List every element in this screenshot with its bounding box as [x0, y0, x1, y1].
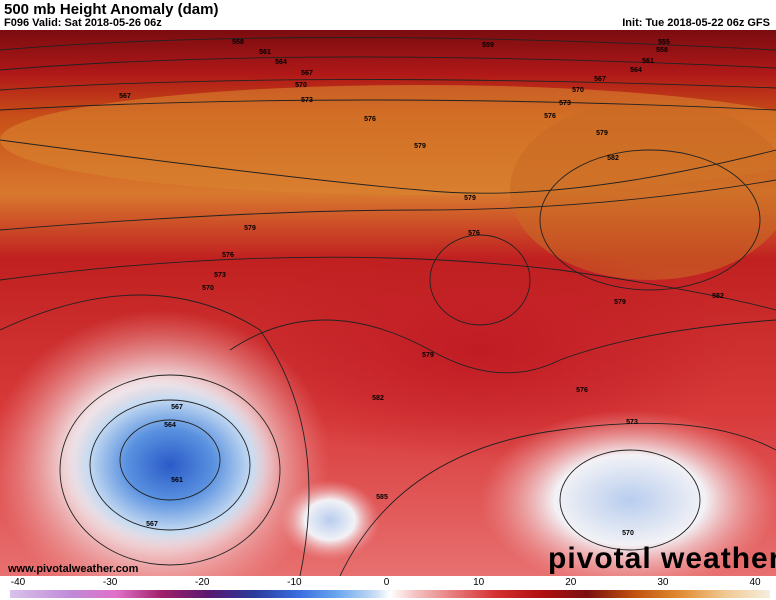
contour-label: 573 — [214, 272, 226, 279]
colorbar-tick: -30 — [102, 577, 118, 588]
colorbar-tick: 20 — [565, 577, 577, 588]
map-title: 500 mb Height Anomaly (dam) — [4, 1, 219, 18]
contour-label: 564 — [275, 59, 287, 66]
valid-time: F096 Valid: Sat 2018-05-26 06z — [4, 17, 162, 29]
contour-label: 561 — [171, 477, 183, 484]
colorbar-tick: 0 — [383, 577, 390, 588]
colorbar-tick: -40 — [10, 577, 26, 588]
contour-label: 573 — [626, 419, 638, 426]
contour-label: 579 — [422, 352, 434, 359]
colorbar-tick: 10 — [473, 577, 485, 588]
contour-label: 570 — [295, 82, 307, 89]
contour-label: 582 — [712, 293, 724, 300]
contour-label: 582 — [372, 395, 384, 402]
contour-label: 573 — [301, 97, 313, 104]
contour-label: 579 — [596, 130, 608, 137]
contour-label: 567 — [301, 70, 313, 77]
colorbar-tick: -10 — [287, 577, 302, 588]
contour-label: 579 — [414, 143, 426, 150]
contour-label: 567 — [594, 76, 606, 83]
contour-label: 579 — [614, 299, 626, 306]
contour-label: 559 — [482, 42, 494, 49]
colorbar-tick: 30 — [657, 577, 669, 588]
contour-label: 570 — [202, 285, 214, 292]
contour-label: 576 — [468, 230, 480, 237]
contour-label: 573 — [559, 100, 571, 107]
contour-label: 561 — [642, 58, 654, 65]
contour-label: 570 — [572, 87, 584, 94]
contour-label: 570 — [622, 530, 634, 537]
contour-label: 585 — [376, 494, 388, 501]
colorbar-tick: -20 — [195, 577, 210, 588]
contour-label: 576 — [364, 116, 376, 123]
watermark: www.pivotalweather.com — [7, 563, 139, 575]
init-time: Init: Tue 2018-05-22 06z GFS — [622, 17, 770, 29]
contour-label: 564 — [164, 422, 176, 429]
contour-label: 582 — [607, 155, 619, 162]
contour-label: 567 — [171, 404, 183, 411]
contour-label: 564 — [630, 67, 642, 74]
contour-label: 576 — [576, 387, 588, 394]
contour-label: 579 — [244, 225, 256, 232]
header: 500 mb Height Anomaly (dam) F096 Valid: … — [0, 0, 776, 30]
contour-label: 558 — [656, 47, 668, 54]
colorbar-gradient — [10, 590, 770, 598]
map: 5585615645675705735675765795795765735705… — [0, 30, 776, 576]
contour-label: 561 — [259, 49, 271, 56]
contour-label: 576 — [222, 252, 234, 259]
contour-label: 567 — [146, 521, 158, 528]
colorbar-tick: 40 — [749, 577, 761, 588]
contour-label: 579 — [464, 195, 476, 202]
contour-label: 558 — [232, 39, 244, 46]
contour-label: 555 — [658, 39, 670, 46]
colorbar: -40 -30 -20 -10 0 10 20 30 40 — [0, 576, 776, 600]
contour-label: 567 — [119, 93, 131, 100]
logo: pivotal weather — [548, 542, 776, 575]
contour-label: 576 — [544, 113, 556, 120]
